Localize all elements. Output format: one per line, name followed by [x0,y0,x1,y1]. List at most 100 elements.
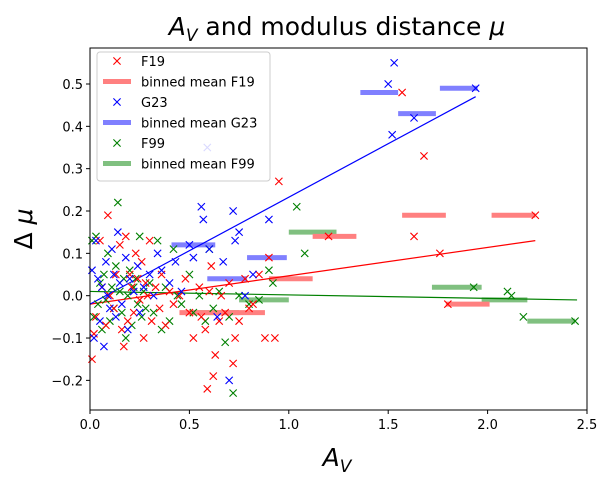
data-point [87,355,96,364]
data-point [471,84,480,93]
data-point [165,287,174,296]
legend-label: G23 [141,96,168,111]
data-point [127,283,136,292]
data-point [443,300,452,309]
data-point [217,291,226,300]
data-point [123,325,132,334]
data-point [93,300,102,309]
data-point [143,291,152,300]
data-point [213,312,222,321]
x-tick-label: 1.0 [278,418,299,433]
data-point [137,312,146,321]
x-tick-label: 2.5 [577,418,598,433]
data-point [221,308,230,317]
data-point [145,270,154,279]
data-point [181,274,190,283]
data-point [115,278,124,287]
data-point [135,232,144,241]
data-point [531,211,540,220]
y-axis-label: Δ μ [9,209,38,250]
data-point [241,274,250,283]
data-point [117,308,126,317]
data-point [151,283,160,292]
data-point [177,287,186,296]
data-point [135,295,144,304]
data-point [419,151,428,160]
data-point [519,312,528,321]
trend-line [90,290,578,301]
data-point [121,334,130,343]
data-point [175,291,184,300]
data-point [125,270,134,279]
data-point [235,228,244,237]
plot-frame [89,47,588,411]
data-point [201,325,210,334]
data-point [229,389,238,398]
data-point [189,334,198,343]
y-tick-label: 0.1 [62,247,83,262]
data-point [101,321,110,330]
data-point [264,253,273,262]
data-point [125,274,134,283]
data-point [121,232,130,241]
data-point [292,202,301,211]
data-point [107,283,116,292]
data-point [221,338,230,347]
data-point [205,287,214,296]
x-axis: 0.0 0.5 1.0 1.5 2.0 2.5 [80,410,598,433]
data-point [145,236,154,245]
data-point [89,334,98,343]
data-point [117,325,126,334]
data-point [129,287,138,296]
data-point [99,342,108,351]
data-point [215,287,224,296]
data-point [149,308,158,317]
data-point [209,304,218,313]
data-point [109,304,118,313]
data-point [95,317,104,326]
data-point [125,266,134,275]
data-point [103,211,112,220]
data-point [571,317,580,326]
x-axis-label: AV [321,443,353,477]
data-point [197,202,206,211]
legend-label: binned mean F99 [141,158,255,173]
legend-label: F19 [141,55,165,70]
data-point [149,291,158,300]
data-point [113,228,122,237]
data-point [93,274,102,283]
legend-box [96,51,271,182]
data-point [117,300,126,309]
x-tick-label: 2.0 [477,418,498,433]
data-point [129,308,138,317]
data-point [185,240,194,249]
data-point [119,342,128,351]
data-point [231,236,240,245]
data-point [161,321,170,330]
x-tick-label: 0.5 [179,418,200,433]
data-point [133,262,142,271]
data-point [91,236,100,245]
data-point [203,384,212,393]
data-point [165,278,174,287]
data-point [153,249,162,258]
data-point [111,312,120,321]
data-point [103,291,112,300]
data-point [145,278,154,287]
data-point [169,300,178,309]
y-axis: −0.2 −0.1 0.0 0.1 0.2 0.3 0.4 0.5 [51,78,90,389]
data-point [141,278,150,287]
data-point [121,253,130,262]
data-point [260,334,269,343]
data-point [268,278,277,287]
data-point [225,376,234,385]
data-point [199,215,208,224]
data-point [171,257,180,266]
data-point [111,262,120,271]
data-point [115,287,124,296]
data-point [211,350,220,359]
legend-label: binned mean F19 [141,76,255,91]
data-point [139,334,148,343]
data-point [189,308,198,317]
y-tick-label: 0.2 [62,205,83,220]
